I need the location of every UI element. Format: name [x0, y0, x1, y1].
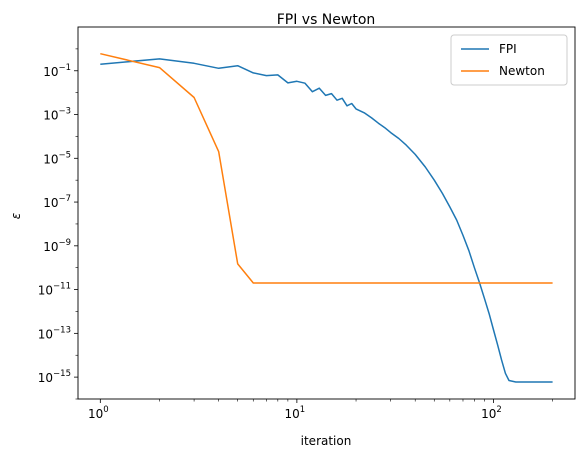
series-line-newton: [100, 52, 553, 284]
legend-label-fpi: FPI: [499, 42, 517, 56]
legend-label-newton: Newton: [499, 64, 545, 78]
x-axis-label: iteration: [301, 434, 352, 448]
y-axis-label: ε: [9, 212, 23, 219]
legend-box: [450, 34, 568, 86]
chart-title: FPI vs Newton: [277, 12, 376, 28]
legend: FPI Newton: [450, 34, 568, 86]
plot-frame: [77, 26, 576, 400]
chart-marks: [100, 52, 553, 383]
series-line-fpi: [100, 58, 553, 383]
